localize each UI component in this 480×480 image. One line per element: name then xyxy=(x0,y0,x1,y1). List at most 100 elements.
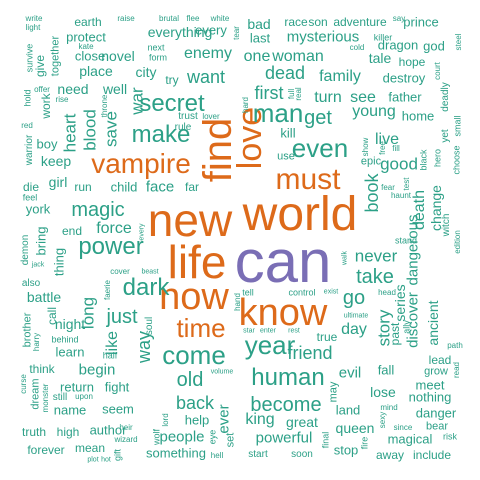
word-secret: secret xyxy=(139,90,205,117)
word-call: call xyxy=(45,306,59,326)
word-write: write xyxy=(25,14,43,23)
word-control: control xyxy=(288,287,316,298)
word-set: set xyxy=(224,432,237,448)
word-dangerous: dangerous xyxy=(404,214,422,286)
word-ever: ever xyxy=(215,404,233,434)
word-bad: bad xyxy=(247,16,271,32)
word-just: just xyxy=(106,306,138,328)
word-try: try xyxy=(165,73,179,87)
word-life: life xyxy=(167,236,227,288)
word-people: people xyxy=(159,428,205,446)
word-old: old xyxy=(176,369,204,391)
word-year: year xyxy=(244,330,296,360)
word-lord: lord xyxy=(161,413,170,427)
word-die: die xyxy=(22,180,40,194)
word-good: good xyxy=(380,154,418,174)
word-home: home xyxy=(401,108,435,124)
word-destroy: destroy xyxy=(382,70,426,86)
word-test: test xyxy=(402,177,411,191)
word-cover: cover xyxy=(110,267,130,276)
word-human: human xyxy=(251,364,325,391)
word-enemy: enemy xyxy=(183,45,233,62)
word-run: run xyxy=(74,180,92,194)
word-know: know xyxy=(238,292,328,334)
word-beast: beast xyxy=(141,268,159,276)
word-may: may xyxy=(327,381,340,403)
word-fill: fill xyxy=(392,144,400,153)
word-use: use xyxy=(277,150,295,163)
word-novel: novel xyxy=(101,48,135,64)
word-eye: eye xyxy=(207,429,218,445)
word-hold: hold xyxy=(22,89,33,107)
word-family: family xyxy=(319,68,361,85)
word-feel: feel xyxy=(22,192,38,203)
word-truth: truth xyxy=(21,425,47,439)
word-prince: prince xyxy=(403,14,439,30)
word-harry: harry xyxy=(32,332,41,352)
word-light: light xyxy=(25,23,41,32)
word-day: day xyxy=(341,321,367,338)
word-heart: heart xyxy=(60,113,80,153)
word-tale: tale xyxy=(368,50,392,66)
word-past: past xyxy=(388,322,402,346)
word-get: get xyxy=(304,107,332,129)
word-risk: risk xyxy=(443,431,457,442)
word-behind: behind xyxy=(51,334,79,345)
word-wolf: wolf xyxy=(151,428,162,446)
word-race: race xyxy=(284,15,308,29)
word-hero: hero xyxy=(432,148,443,168)
word-ally: ally xyxy=(401,320,412,334)
word-red: red xyxy=(21,121,33,130)
word-make: make xyxy=(131,121,191,148)
word-girl: girl xyxy=(48,174,68,190)
word-learn: learn xyxy=(55,344,85,360)
word-forever: forever xyxy=(27,443,65,457)
word-brutal: brutal xyxy=(158,14,180,23)
word-force: force xyxy=(96,220,132,237)
word-hope: hope xyxy=(398,55,426,69)
word-way: way xyxy=(134,330,154,364)
word-every: every xyxy=(195,22,227,38)
word-young: young xyxy=(352,103,396,120)
word-dead: dead xyxy=(264,63,306,83)
word-first: first xyxy=(254,83,284,103)
word-world: world xyxy=(242,188,358,241)
word-demon: demon xyxy=(20,234,31,266)
word-adventure: adventure xyxy=(333,15,387,29)
word-protect: protect xyxy=(66,29,106,45)
word-blood: blood xyxy=(80,109,100,151)
word-power: power xyxy=(78,233,144,260)
word-next: next xyxy=(147,42,165,53)
word-last: last xyxy=(249,30,271,46)
word-hot: hot xyxy=(101,456,111,464)
word-now: now xyxy=(159,276,229,318)
word-boy: boy xyxy=(36,136,58,152)
word-offer: offer xyxy=(34,85,50,94)
word-begin: begin xyxy=(78,361,116,379)
word-still: still xyxy=(52,392,68,403)
word-stand: stand xyxy=(394,235,418,246)
word-close: close xyxy=(74,48,106,64)
word-half: half xyxy=(102,350,118,361)
word-lover: lover xyxy=(202,112,220,121)
word-name: name xyxy=(53,402,87,418)
word-thing: thing xyxy=(51,247,67,277)
word-throne: throne xyxy=(100,94,109,118)
word-gift: gift xyxy=(112,448,123,462)
word-exist: exist xyxy=(323,288,339,296)
word-tell: tell xyxy=(242,287,254,298)
word-woman: woman xyxy=(272,48,324,65)
word-child: child xyxy=(110,179,138,195)
word-go: go xyxy=(342,287,366,309)
word-seem: seem xyxy=(102,401,134,417)
word-face: face xyxy=(145,178,175,196)
word-deadly: deadly xyxy=(440,82,451,112)
word-sexy: sexy xyxy=(378,411,387,429)
word-author: author xyxy=(89,422,127,438)
word-also: also xyxy=(21,278,41,289)
word-lose: lose xyxy=(370,384,396,400)
word-jack: jack xyxy=(31,261,45,269)
word-come: come xyxy=(162,340,226,370)
word-back: back xyxy=(175,393,215,413)
